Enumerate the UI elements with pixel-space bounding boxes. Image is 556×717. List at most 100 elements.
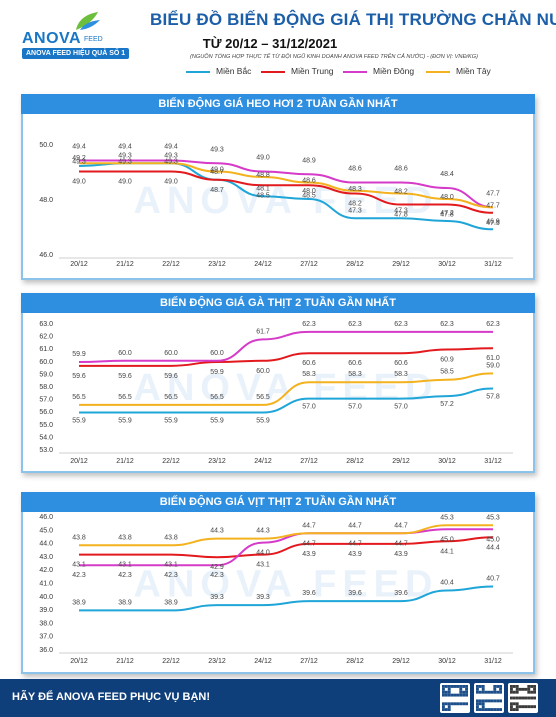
x-tick-label: 23/12 bbox=[208, 261, 226, 268]
pig-price-chart: ANOVA FEED 50.0 48.0 46.0 20/12 21/12 22/12 23/… bbox=[39, 142, 513, 268]
data-label: 48.4 bbox=[440, 171, 454, 178]
data-label: 44.7 bbox=[348, 540, 362, 547]
data-label: 47.7 bbox=[486, 190, 500, 197]
data-label: 49.4 bbox=[164, 144, 178, 151]
x-tick-label: 23/12 bbox=[208, 658, 226, 665]
data-label: 57.0 bbox=[348, 404, 362, 411]
data-label: 55.9 bbox=[256, 417, 270, 424]
data-label: 44.7 bbox=[348, 522, 362, 529]
x-tick-label: 22/12 bbox=[162, 458, 180, 465]
x-tick-label: 21/12 bbox=[116, 261, 134, 268]
data-label: 59.0 bbox=[486, 362, 500, 369]
y-tick-label: 36.0 bbox=[39, 647, 53, 654]
data-label: 47.3 bbox=[348, 207, 362, 214]
x-tick-label: 29/12 bbox=[392, 658, 410, 665]
chicken-price-chart: ANOVA FEED 63.0 62.0 61.0 60.0 59.0 58.0 57.0 56… bbox=[39, 321, 513, 465]
y-tick-label: 41.0 bbox=[39, 581, 53, 588]
y-tick-label: 48.0 bbox=[39, 197, 53, 204]
data-label: 55.9 bbox=[164, 417, 178, 424]
data-label: 48.1 bbox=[256, 185, 270, 192]
series-line-2 bbox=[78, 159, 494, 209]
date-range: TỪ 20/12 – 31/12/2021 bbox=[202, 36, 338, 51]
data-label: 47.5 bbox=[486, 220, 500, 227]
x-tick-label: 20/12 bbox=[70, 658, 88, 665]
data-label: 49.0 bbox=[256, 155, 270, 162]
data-label: 48.3 bbox=[348, 186, 362, 193]
data-label: 44.7 bbox=[302, 522, 316, 529]
data-label: 43.1 bbox=[256, 562, 270, 569]
data-label: 55.9 bbox=[72, 417, 86, 424]
data-label: 42.3 bbox=[118, 572, 132, 579]
x-tick-label: 31/12 bbox=[484, 261, 502, 268]
x-tick-label: 31/12 bbox=[484, 458, 502, 465]
data-label: 62.3 bbox=[394, 321, 408, 328]
data-label: 58.3 bbox=[394, 371, 408, 378]
x-tick-label: 27/12 bbox=[300, 458, 318, 465]
y-tick-label: 58.0 bbox=[39, 384, 53, 391]
data-label: 46.9 bbox=[486, 218, 500, 225]
data-label: 59.9 bbox=[210, 369, 224, 376]
data-label: 48.5 bbox=[256, 192, 270, 199]
x-tick-label: 31/12 bbox=[484, 658, 502, 665]
series-line-3 bbox=[79, 162, 494, 209]
data-label: 39.3 bbox=[256, 594, 270, 601]
data-label: 44.0 bbox=[256, 550, 270, 557]
data-label: 49.3 bbox=[164, 152, 178, 159]
y-tick-label: 53.0 bbox=[39, 447, 53, 454]
pig-chart-title: BIẾN ĐỘNG GIÁ HEO HƠI 2 TUẦN GẦN NHẤT bbox=[21, 94, 535, 114]
qr-code-icon[interactable] bbox=[440, 683, 470, 713]
x-tick-label: 24/12 bbox=[254, 458, 272, 465]
data-label: 55.9 bbox=[118, 417, 132, 424]
data-label: 48.6 bbox=[394, 166, 408, 173]
data-label: 60.0 bbox=[256, 368, 270, 375]
data-label: 47.3 bbox=[394, 207, 408, 214]
data-label: 49.3 bbox=[118, 158, 132, 165]
y-tick-label: 50.0 bbox=[39, 142, 53, 149]
series-line-1 bbox=[78, 536, 494, 559]
anova-feed-logo: ANOVA FEED ANOVA FEED HIỆU QUẢ SỐ 1 bbox=[22, 8, 140, 66]
data-label: 48.9 bbox=[302, 157, 316, 164]
data-label: 49.0 bbox=[164, 179, 178, 186]
data-label: 60.0 bbox=[210, 350, 224, 357]
series-line-1 bbox=[79, 347, 494, 367]
footer-slogan: HÃY ĐỂ ANOVA FEED PHỤC VỤ BẠN! bbox=[12, 691, 211, 703]
y-tick-label: 61.0 bbox=[39, 346, 53, 353]
data-label: 57.0 bbox=[394, 404, 408, 411]
data-label: 48.0 bbox=[440, 194, 454, 201]
data-label: 43.1 bbox=[118, 562, 132, 569]
x-tick-label: 24/12 bbox=[254, 261, 272, 268]
footer-bar: HÃY ĐỂ ANOVA FEED PHỤC VỤ BẠN! bbox=[0, 679, 556, 717]
series-line-2 bbox=[78, 330, 493, 364]
data-label: 45.0 bbox=[440, 536, 454, 543]
data-label: 47.8 bbox=[440, 212, 454, 219]
data-label: 40.7 bbox=[486, 575, 500, 582]
data-label: 48.0 bbox=[302, 188, 316, 195]
source-note: (NGUỒN TỔNG HỢP THỰC TẾ TỪ ĐỘI NGŨ KINH … bbox=[190, 54, 478, 60]
data-label: 47.8 bbox=[394, 212, 408, 219]
data-label: 43.8 bbox=[72, 534, 86, 541]
data-label: 59.6 bbox=[118, 373, 132, 380]
data-label: 60.0 bbox=[118, 350, 132, 357]
data-label: 49.4 bbox=[118, 144, 132, 151]
data-label: 48.2 bbox=[348, 201, 362, 208]
data-label: 49.3 bbox=[72, 158, 86, 165]
data-label: 45.3 bbox=[440, 514, 454, 521]
legend: Miền Bắc Miền Trung Miền Đông Miền Tây bbox=[186, 66, 546, 80]
data-label: 43.9 bbox=[348, 551, 362, 558]
data-label: 60.6 bbox=[302, 360, 316, 367]
x-tick-label: 28/12 bbox=[346, 658, 364, 665]
data-label: 44.7 bbox=[394, 540, 408, 547]
data-label: 44.1 bbox=[440, 548, 454, 555]
data-label: 61.0 bbox=[486, 355, 500, 362]
qr-code-icon[interactable] bbox=[508, 683, 538, 713]
x-tick-label: 30/12 bbox=[438, 458, 456, 465]
data-label: 56.5 bbox=[256, 394, 270, 401]
legend-item-mien-trung: Miền Trung bbox=[261, 66, 334, 76]
series-line-2 bbox=[79, 528, 493, 567]
data-label: 42.3 bbox=[72, 572, 86, 579]
watermark: ANOVA FEED bbox=[134, 367, 439, 409]
data-label: 43.1 bbox=[164, 562, 178, 569]
data-label: 48.7 bbox=[210, 169, 224, 176]
data-label: 59.6 bbox=[164, 373, 178, 380]
qr-code-icon[interactable] bbox=[474, 683, 504, 713]
